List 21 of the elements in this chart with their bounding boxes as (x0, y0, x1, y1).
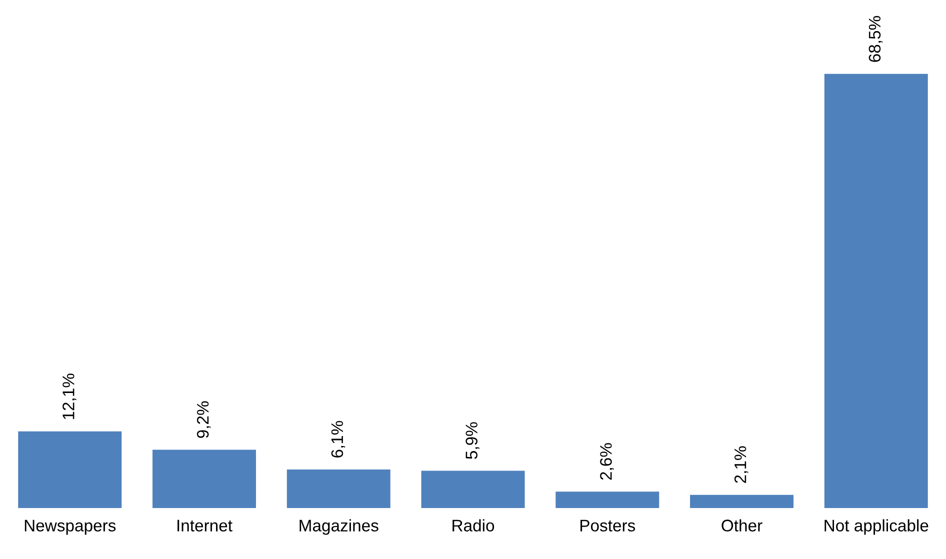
bar (286, 469, 390, 508)
x-tick-label: Other (722, 519, 762, 532)
bar (690, 494, 794, 508)
bar (421, 470, 525, 508)
x-tick-label: Newspapers (24, 520, 116, 535)
x-tick-label: Not applicable (824, 519, 928, 535)
data-label: 5,9% (466, 422, 480, 459)
data-label: 2,6% (600, 443, 614, 480)
x-tick-label: Magazines (300, 519, 378, 535)
data-label: 12,1% (62, 374, 76, 420)
data-label: 68,5% (868, 16, 883, 62)
bar (556, 492, 660, 508)
x-tick-label: Internet (178, 520, 232, 532)
data-label: 9,2% (196, 401, 211, 438)
data-label: 2,1% (734, 446, 748, 483)
bar (824, 74, 928, 508)
data-label: 6,1% (331, 420, 346, 458)
x-tick-label: Posters (580, 520, 636, 532)
bar (152, 450, 256, 508)
bar (18, 431, 122, 508)
x-tick-label: Radio (452, 519, 494, 532)
